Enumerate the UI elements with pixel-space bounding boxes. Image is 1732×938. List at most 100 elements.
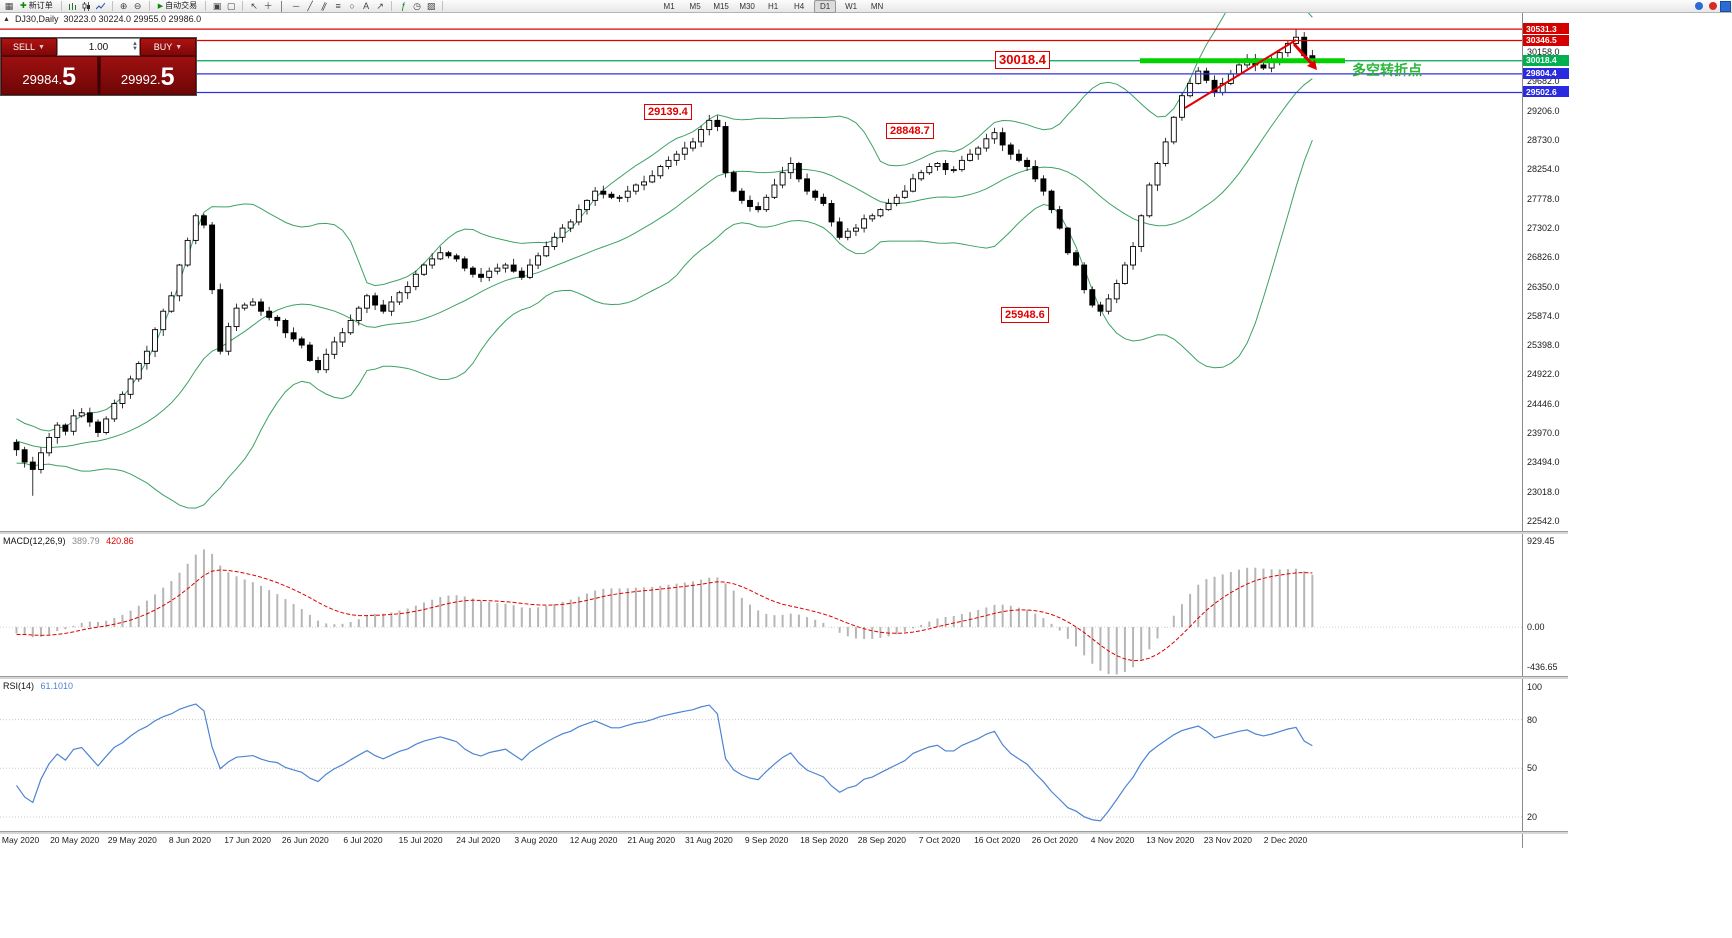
candle (730, 172, 737, 192)
candle (168, 295, 175, 312)
candle (233, 307, 240, 328)
horizontal-line-button[interactable]: ─ (292, 0, 300, 11)
candle (429, 258, 436, 266)
panel-splitter[interactable] (0, 676, 1568, 679)
volume-input[interactable]: 1.00 ▲ ▼ (57, 38, 140, 56)
candle (192, 215, 199, 241)
candle (592, 190, 599, 201)
candle (747, 199, 753, 207)
candle (200, 215, 207, 226)
periods-button[interactable]: ◷ (413, 0, 422, 11)
candle (714, 119, 721, 127)
step-down-icon[interactable]: ▼ (132, 46, 138, 52)
rsi-label: RSI(14) (3, 681, 35, 691)
candle (364, 295, 370, 309)
candlestick-chart-button[interactable] (81, 1, 93, 12)
candle (103, 418, 110, 433)
candle (241, 304, 248, 309)
candle (372, 295, 379, 306)
chart-note[interactable]: 多空转折点 (1352, 62, 1422, 78)
new-chart-button[interactable]: ▦ (4, 0, 14, 11)
price-axis-label: 28254.0 (1527, 164, 1560, 175)
channel-button[interactable]: ∥ (320, 0, 329, 12)
step-up-icon[interactable]: ▲ (132, 41, 138, 47)
tile-windows-button[interactable]: ▣ (212, 0, 222, 11)
connection-icon[interactable] (1695, 2, 1703, 10)
arrows-button[interactable]: ↗ (376, 0, 384, 11)
volume-stepper[interactable]: ▲ ▼ (132, 39, 138, 55)
price-axis-label: 25398.0 (1527, 340, 1560, 351)
bar-chart-button[interactable] (67, 1, 79, 12)
candle (1178, 95, 1185, 118)
toolbar-separator (242, 1, 244, 11)
macd-label: MACD(12,26,9) (3, 536, 66, 546)
candle (62, 424, 69, 432)
timeframe-button-h4[interactable]: H4 (793, 1, 805, 11)
templates-button[interactable]: ▨ (426, 0, 436, 11)
candle (445, 252, 452, 257)
crosshair-button[interactable]: ＋ (263, 0, 273, 11)
cursor-button[interactable]: ↖ (250, 0, 258, 11)
price-callout[interactable]: 28848.7 (886, 123, 934, 139)
panel-splitter[interactable] (0, 831, 1568, 834)
price-callout[interactable]: 30018.4 (995, 51, 1050, 69)
candle (1260, 64, 1267, 69)
trendline-button[interactable]: ╱ (307, 0, 313, 11)
text-label-button[interactable]: A (363, 0, 370, 11)
timeframe-button-w1[interactable]: W1 (845, 1, 858, 11)
candle (184, 239, 191, 266)
date-axis-label: 26 Oct 2020 (1031, 835, 1079, 845)
timeframe-button-m1[interactable]: M1 (663, 1, 675, 11)
zoom-out-button[interactable]: ⊖ (133, 0, 142, 11)
date-axis-label: 4 Nov 2020 (1090, 835, 1135, 845)
new-order-label: 新订单 (28, 1, 53, 10)
price-callout[interactable]: 25948.6 (1001, 307, 1049, 323)
timeframe-button-m15[interactable]: M15 (713, 1, 729, 11)
toolbar-separator (148, 1, 150, 11)
timeframe-button-m30[interactable]: M30 (739, 1, 755, 11)
candle (152, 329, 159, 352)
vertical-line-button[interactable]: │ (279, 0, 285, 11)
sell-button[interactable]: SELL ▼ (1, 38, 57, 56)
candle (1284, 42, 1291, 54)
candle (690, 141, 696, 149)
date-axis-label: 9 Sep 2020 (744, 835, 789, 845)
candle (70, 415, 77, 432)
scroll-corner-icon[interactable] (1720, 1, 1731, 12)
timeframe-button-d1[interactable]: D1 (814, 0, 837, 13)
candle (910, 178, 916, 192)
candle (820, 196, 827, 204)
candle (975, 147, 982, 155)
rsi-title: RSI(14) 61.1010 (3, 681, 73, 691)
buy-price-button[interactable]: 29992. 5 (99, 56, 196, 95)
panel-splitter[interactable] (0, 531, 1568, 534)
alert-icon[interactable] (1709, 2, 1717, 10)
date-axis-label: 8 Jun 2020 (168, 835, 212, 845)
candle (249, 301, 256, 306)
indicators-button[interactable]: ƒ (400, 0, 406, 11)
candle (46, 436, 53, 454)
candle (885, 203, 892, 211)
candle (1121, 264, 1128, 284)
shapes-button[interactable]: ○ (349, 0, 355, 11)
cascade-windows-button[interactable]: ▢ (226, 0, 236, 11)
candle (355, 307, 362, 321)
price-callout[interactable]: 29139.4 (644, 104, 692, 120)
price-tag: 29502.6 (1523, 86, 1569, 98)
timeframe-button-h1[interactable]: H1 (767, 1, 779, 11)
timeframe-button-mn[interactable]: MN (870, 1, 884, 11)
auto-trading-button[interactable]: ▶ 自动交易 (155, 1, 200, 12)
candle (143, 350, 150, 364)
timeframe-button-m5[interactable]: M5 (689, 1, 701, 11)
fibonacci-button[interactable]: ≡ (335, 0, 341, 11)
new-order-button[interactable]: ✚ 新订单 (17, 1, 56, 12)
candle (950, 169, 957, 172)
sell-price-button[interactable]: 29984. 5 (1, 56, 98, 95)
candle (1081, 264, 1088, 291)
buy-button[interactable]: BUY ▼ (140, 38, 196, 56)
line-chart-button[interactable] (95, 1, 107, 12)
zoom-in-button[interactable]: ⊕ (119, 0, 128, 11)
plus-icon: ✚ (20, 1, 27, 10)
candle (608, 193, 615, 198)
